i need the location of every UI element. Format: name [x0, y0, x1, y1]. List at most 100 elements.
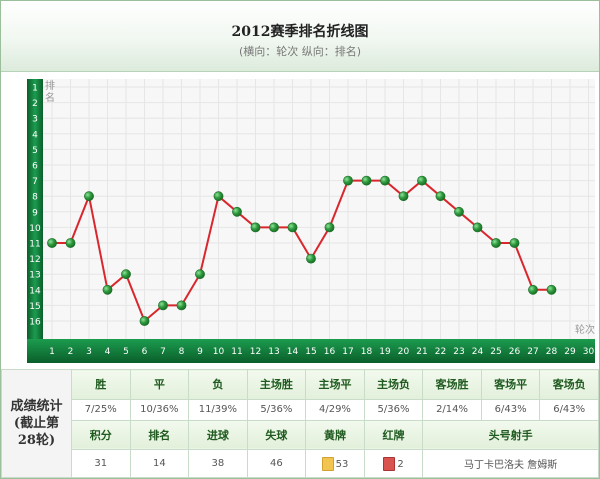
header-home-losses: 主场负 — [363, 369, 424, 400]
x-tick-label: 16 — [324, 347, 336, 357]
y-tick-label: 1 — [32, 84, 38, 94]
value-wins: 7/25% — [71, 398, 131, 421]
x-tick-label: 9 — [197, 347, 203, 357]
data-point[interactable] — [306, 253, 316, 264]
y-tick-label: 5 — [32, 146, 38, 156]
data-point[interactable] — [65, 238, 76, 248]
grid — [43, 79, 595, 339]
data-point[interactable] — [213, 191, 224, 202]
data-point[interactable] — [84, 191, 94, 202]
y-tick-label: 16 — [29, 318, 41, 328]
data-point[interactable] — [491, 238, 501, 248]
data-point[interactable] — [398, 191, 409, 202]
header-home-wins: 主场胜 — [246, 369, 307, 400]
header-wins: 胜 — [71, 369, 131, 400]
data-point[interactable] — [195, 269, 205, 280]
stats-panel: 成绩统计 (截止第 28轮) 胜 平 负 主场胜 主场平 主场负 客场胜 客场平… — [1, 369, 599, 478]
data-point[interactable] — [454, 206, 464, 217]
y-tick-label: 7 — [32, 177, 38, 187]
x-tick-label: 21 — [416, 347, 427, 357]
header-rank: 排名 — [129, 419, 190, 451]
x-tick-label: 1 — [49, 347, 55, 357]
value-away-wins: 2/14% — [422, 398, 482, 421]
x-tick-label: 10 — [213, 347, 225, 357]
value-rank: 14 — [129, 449, 190, 478]
value-home-wins: 5/36% — [246, 398, 307, 421]
x-tick-label: 18 — [361, 347, 373, 357]
data-point[interactable] — [139, 316, 150, 326]
data-point[interactable] — [361, 175, 372, 186]
red-card-icon — [383, 456, 396, 471]
y-axis-bar — [27, 79, 43, 363]
x-tick-label: 23 — [453, 347, 464, 357]
value-away-losses: 6/43% — [539, 398, 599, 421]
y-tick-label: 4 — [32, 130, 38, 140]
data-point[interactable] — [121, 269, 131, 280]
x-tick-label: 22 — [435, 347, 446, 357]
x-tick-label: 24 — [472, 347, 484, 357]
chart-title: 2012赛季排名折线图 — [231, 24, 369, 40]
x-tick-label: 28 — [546, 347, 558, 357]
x-tick-label: 20 — [398, 347, 410, 357]
data-point[interactable] — [287, 222, 298, 233]
x-tick-labels: 1 2 3 4 5 6 7 8 9 10 11 12 13 14 15 16 17 18 19 20 21 22 23 24 2… — [49, 347, 594, 357]
x-tick-label: 5 — [123, 347, 129, 357]
x-axis-label: 轮次 — [575, 323, 595, 336]
data-point[interactable] — [417, 175, 427, 186]
x-tick-label: 13 — [268, 347, 279, 357]
data-point[interactable] — [158, 300, 168, 311]
value-away-draws: 6/43% — [480, 398, 541, 421]
y-tick-label: 8 — [32, 193, 38, 203]
data-point[interactable] — [380, 175, 390, 186]
chart-header: 2012赛季排名折线图 (横向：轮次 纵向：排名) — [1, 1, 599, 72]
data-point[interactable] — [176, 300, 187, 311]
data-point[interactable] — [102, 284, 113, 295]
chart-subtitle: (横向：轮次 纵向：排名) — [238, 45, 362, 58]
stats-row-label: 成绩统计 (截止第 28轮) — [1, 369, 72, 478]
x-tick-label: 11 — [231, 347, 242, 357]
stats-label-line3: 28轮) — [17, 433, 56, 448]
x-tick-label: 19 — [379, 347, 391, 357]
series-line — [52, 179, 552, 323]
value-home-draws: 4/29% — [305, 398, 365, 421]
header-losses: 负 — [188, 369, 248, 400]
x-tick-label: 3 — [86, 347, 92, 357]
data-point[interactable] — [509, 238, 520, 248]
y-tick-label: 11 — [29, 240, 40, 250]
data-point[interactable] — [472, 222, 483, 233]
x-tick-label: 25 — [490, 347, 501, 357]
data-point[interactable] — [528, 284, 538, 295]
stats-label-line2: (截止第 — [13, 416, 60, 431]
x-tick-label: 7 — [160, 347, 166, 357]
value-top-scorer[interactable]: 马丁卡巴洛夫 詹姆斯 — [422, 449, 599, 478]
data-point[interactable] — [435, 191, 446, 202]
header-draws: 平 — [129, 369, 190, 400]
stats-label-line1: 成绩统计 — [10, 399, 63, 414]
data-point[interactable] — [324, 222, 335, 233]
data-point[interactable] — [47, 238, 57, 248]
header-red-cards: 红牌 — [363, 419, 424, 451]
value-goals-against: 46 — [246, 449, 307, 478]
value-draws: 10/36% — [129, 398, 190, 421]
x-tick-label: 29 — [564, 347, 576, 357]
x-axis-bar — [27, 339, 595, 363]
data-point[interactable] — [232, 206, 242, 217]
y-tick-label: 14 — [29, 286, 41, 296]
value-red-cards: 2 — [363, 449, 424, 478]
data-point[interactable] — [546, 284, 557, 295]
y-axis-label: 排名 — [45, 79, 55, 104]
x-tick-label: 30 — [583, 347, 595, 357]
value-points: 31 — [71, 449, 131, 478]
data-point[interactable] — [250, 222, 261, 233]
value-goals-for: 38 — [188, 449, 248, 478]
data-point[interactable] — [343, 175, 353, 186]
stats-table: 成绩统计 (截止第 28轮) 胜 平 负 主场胜 主场平 主场负 客场胜 客场平… — [1, 369, 599, 478]
x-tick-label: 14 — [287, 347, 299, 357]
x-tick-label: 8 — [179, 347, 185, 357]
y-tick-label: 9 — [32, 208, 38, 218]
y-tick-label: 10 — [29, 224, 41, 234]
data-point[interactable] — [269, 222, 279, 233]
